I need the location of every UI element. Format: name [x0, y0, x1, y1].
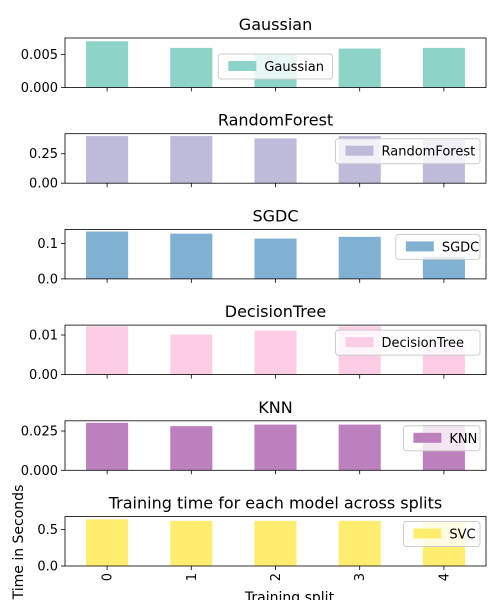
bar-sgdc-2	[254, 238, 297, 279]
panel-title: Gaussian	[239, 15, 312, 34]
legend-box	[402, 521, 481, 547]
panel-title: KNN	[258, 398, 292, 417]
bar-svc-3	[338, 520, 381, 566]
bar-knn-1	[170, 426, 213, 471]
legend-label: DecisionTree	[382, 336, 464, 351]
legend-swatch	[228, 61, 257, 71]
bar-sgdc-3	[338, 236, 381, 279]
bar-sgdc-1	[170, 233, 213, 279]
y-axis-label: Time in Seconds	[11, 485, 27, 600]
bar-decisiontree-0	[86, 326, 129, 375]
legend-label: SGDC	[442, 240, 479, 255]
bar-sgdc-0	[86, 231, 129, 279]
legend-swatch	[413, 528, 442, 539]
y-tick-label: 0.1	[37, 237, 58, 252]
bar-gaussian-4	[422, 47, 465, 88]
panel-title: SGDC	[252, 206, 298, 225]
y-tick-label: 0.0	[37, 272, 58, 287]
x-tick-label: 3	[353, 573, 368, 581]
bar-randomforest-2	[254, 138, 297, 184]
legend-swatch	[345, 337, 374, 348]
bar-randomforest-0	[86, 136, 129, 184]
y-tick-label: 0.25	[29, 147, 58, 162]
x-tick-label: 4	[437, 573, 452, 581]
bar-knn-0	[86, 422, 129, 471]
legend-box	[402, 425, 481, 452]
bar-randomforest-1	[170, 136, 213, 184]
y-tick-label: 0.01	[29, 329, 58, 344]
y-tick-label: 0.005	[21, 48, 58, 63]
legend-label: RandomForest	[382, 145, 476, 160]
panel-title: DecisionTree	[225, 302, 326, 321]
bar-svc-2	[254, 520, 297, 566]
bar-gaussian-3	[338, 48, 381, 88]
x-tick-label: 2	[269, 573, 284, 581]
bar-gaussian-0	[86, 41, 129, 88]
bar-knn-2	[254, 424, 297, 471]
legend-swatch	[413, 432, 442, 443]
bar-svc-0	[86, 519, 129, 566]
y-tick-label: 0.00	[29, 177, 58, 192]
legend-swatch	[405, 241, 434, 252]
legend-label: KNN	[449, 432, 477, 447]
x-tick-label: 0	[101, 573, 116, 581]
legend-swatch	[345, 145, 374, 156]
legend-box	[217, 53, 334, 80]
legend-box	[395, 233, 481, 260]
y-tick-label: 0.00	[29, 368, 58, 383]
legend-box	[335, 138, 481, 165]
y-tick-label: 0.000	[21, 464, 58, 479]
y-tick-label: 0.000	[21, 81, 58, 96]
bar-decisiontree-1	[170, 334, 213, 375]
y-tick-label: 0.025	[21, 425, 58, 440]
bar-decisiontree-2	[254, 330, 297, 375]
panel-title: RandomForest	[218, 111, 333, 130]
panel-title: Training time for each model across spli…	[108, 494, 442, 513]
bar-gaussian-1	[170, 47, 213, 88]
bar-svc-1	[170, 520, 213, 566]
bar-knn-3	[338, 424, 381, 471]
x-axis-label: Training split	[244, 590, 335, 600]
x-tick-label: 1	[185, 573, 200, 581]
y-tick-label: 0.5	[37, 523, 58, 538]
y-tick-label: 0.0	[37, 560, 58, 575]
legend-label: SVC	[449, 528, 475, 543]
legend-box	[335, 329, 481, 356]
legend-label: Gaussian	[264, 60, 324, 75]
bar-sgdc-4	[422, 256, 465, 279]
